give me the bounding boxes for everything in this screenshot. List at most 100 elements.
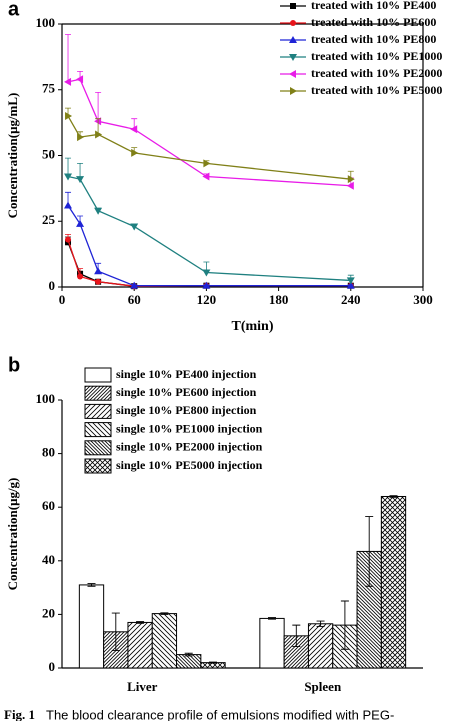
y-tick-label: 25 xyxy=(42,212,56,227)
legend-label: single 10% PE5000 injection xyxy=(116,458,263,472)
x-tick-label: 60 xyxy=(128,292,141,307)
error-bar xyxy=(111,612,120,652)
legend-label: treated with 10% PE600 xyxy=(311,15,436,29)
bar xyxy=(176,654,202,669)
legend-swatch xyxy=(84,422,112,438)
x-axis-label: T(min) xyxy=(232,319,274,334)
y-tick-label: 80 xyxy=(42,445,55,460)
bar xyxy=(380,495,407,669)
error-bar xyxy=(292,624,301,648)
y-axis-label: Concentration(μg/g) xyxy=(5,478,20,591)
series-line xyxy=(67,78,351,187)
error-bar xyxy=(268,617,276,620)
series-line xyxy=(67,239,351,287)
legend-label: treated with 10% PE5000 xyxy=(311,83,442,97)
data-point xyxy=(202,172,210,181)
y-tick-label: 0 xyxy=(49,659,56,674)
data-point xyxy=(64,201,73,209)
y-tick-label: 75 xyxy=(42,81,56,96)
data-point xyxy=(94,207,103,215)
error-bar xyxy=(95,118,102,135)
error-bar xyxy=(160,612,169,615)
caption-text: The blood clearance profile of emulsions… xyxy=(46,707,394,721)
legend-label: single 10% PE1000 injection xyxy=(116,421,263,435)
y-tick-label: 50 xyxy=(42,146,55,161)
data-point xyxy=(131,148,139,157)
panel-label: b xyxy=(8,354,20,376)
data-point xyxy=(77,133,85,142)
error-bar xyxy=(136,621,145,624)
error-bar xyxy=(65,34,72,82)
data-point xyxy=(65,236,72,243)
data-point xyxy=(76,176,85,184)
x-tick-label: 180 xyxy=(269,292,289,307)
legend-swatch xyxy=(84,385,112,401)
legend-swatch xyxy=(84,367,112,383)
legend-marker xyxy=(290,87,297,95)
data-point xyxy=(346,281,355,289)
data-point xyxy=(346,181,354,190)
bar xyxy=(151,613,178,669)
y-tick-label: 100 xyxy=(36,391,56,406)
y-tick-label: 100 xyxy=(36,15,56,30)
error-bar xyxy=(389,495,398,498)
legend-label: single 10% PE2000 injection xyxy=(116,440,263,454)
data-point xyxy=(76,219,85,227)
y-tick-label: 20 xyxy=(42,605,55,620)
legend-marker xyxy=(290,20,296,26)
legend-label: single 10% PE400 injection xyxy=(116,367,257,381)
series-line xyxy=(67,115,351,180)
data-point xyxy=(94,117,102,126)
legend-marker xyxy=(290,3,296,9)
error-bar xyxy=(316,620,325,627)
x-tick-label: 300 xyxy=(413,292,433,307)
legend-swatch xyxy=(84,403,112,419)
bar xyxy=(78,584,105,669)
y-tick-label: 60 xyxy=(42,498,55,513)
legend-label: treated with 10% PE800 xyxy=(311,32,436,46)
data-point xyxy=(347,175,355,184)
legend-marker xyxy=(289,36,297,43)
y-tick-label: 40 xyxy=(42,552,55,567)
legend-marker xyxy=(289,54,297,61)
legend-label: single 10% PE600 injection xyxy=(116,385,257,399)
error-bar xyxy=(184,652,193,657)
bar xyxy=(307,623,334,669)
data-point xyxy=(95,130,103,139)
x-tick-label: 0 xyxy=(59,292,66,307)
x-tick-label: Liver xyxy=(127,679,158,694)
data-point xyxy=(65,112,73,121)
legend-label: treated with 10% PE2000 xyxy=(311,66,442,80)
data-point xyxy=(130,223,139,231)
x-tick-label: 120 xyxy=(197,292,217,307)
series-line xyxy=(67,205,351,287)
legend-swatch xyxy=(84,440,112,456)
bar xyxy=(127,621,153,669)
data-point xyxy=(130,125,138,134)
data-point xyxy=(77,273,84,280)
error-bar xyxy=(65,157,72,177)
data-point xyxy=(202,281,211,289)
x-tick-label: 240 xyxy=(341,292,361,307)
error-bar xyxy=(87,583,96,587)
x-tick-label: Spleen xyxy=(304,679,342,694)
data-point xyxy=(346,277,355,285)
error-bar xyxy=(209,661,217,664)
data-point xyxy=(130,281,139,289)
caption-label: Fig. 1 xyxy=(4,707,35,721)
series-line xyxy=(67,175,351,282)
legend-swatch xyxy=(84,458,112,474)
legend-label: treated with 10% PE1000 xyxy=(311,49,442,63)
data-point xyxy=(64,77,72,86)
data-point xyxy=(95,278,102,285)
data-point xyxy=(64,173,73,181)
data-point xyxy=(94,267,103,275)
data-point xyxy=(202,269,211,277)
legend-label: treated with 10% PE400 xyxy=(311,0,436,12)
bar xyxy=(259,617,285,669)
series-line xyxy=(67,242,351,287)
error-bar xyxy=(340,600,349,650)
legend-marker xyxy=(289,70,296,78)
error-bar xyxy=(365,516,374,587)
